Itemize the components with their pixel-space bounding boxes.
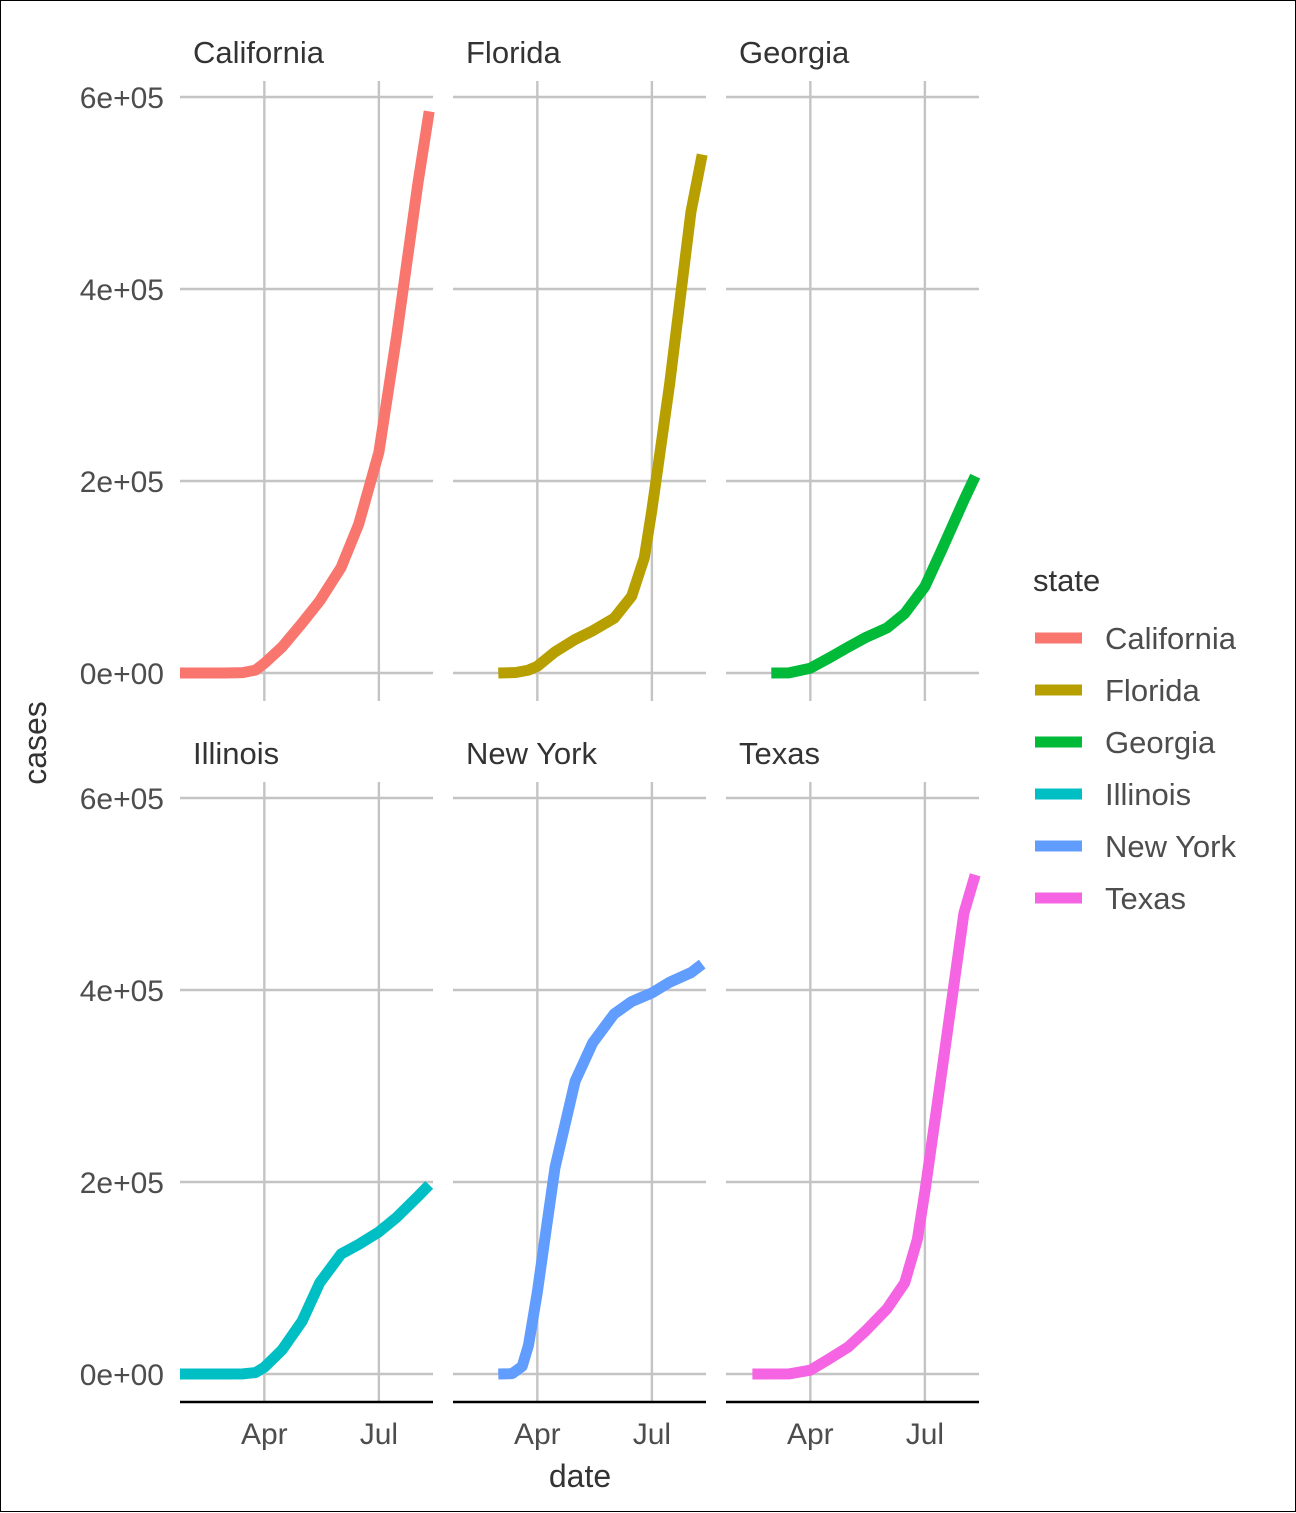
y-tick-label: 4e+05 xyxy=(80,975,164,1008)
facet-label-new-york: New York xyxy=(466,736,597,771)
legend-item-texas: Texas xyxy=(1035,881,1186,916)
y-tick-label: 0e+00 xyxy=(80,1359,164,1392)
series-line-florida xyxy=(498,153,708,679)
legend-label-illinois: Illinois xyxy=(1105,777,1191,812)
axes: 0e+00 2e+05 4e+05 6e+05 0e+00 2e+05 4e+05 6e+05… xyxy=(17,82,979,1494)
series-line-new-york xyxy=(498,959,706,1380)
series-line-georgia xyxy=(771,473,981,679)
facet-illinois: Illinois xyxy=(180,736,434,1402)
legend-label-texas: Texas xyxy=(1105,881,1186,916)
facet-florida: Florida xyxy=(453,35,708,701)
y-tick-label: 2e+05 xyxy=(80,466,164,499)
x-tick-label: Jul xyxy=(633,1418,671,1451)
y-tick-label: 0e+00 xyxy=(80,658,164,691)
facet-label-texas: Texas xyxy=(739,736,820,771)
facet-label-illinois: Illinois xyxy=(193,736,279,771)
x-tick-label: Apr xyxy=(787,1418,834,1451)
y-tick-label: 2e+05 xyxy=(80,1167,164,1200)
y-tick-label: 4e+05 xyxy=(80,274,164,307)
facet-texas: Texas xyxy=(726,736,981,1402)
x-tick-label: Apr xyxy=(241,1418,288,1451)
legend-title: state xyxy=(1033,563,1100,598)
legend-item-california: California xyxy=(1035,621,1237,656)
legend-item-new-york: New York xyxy=(1035,829,1236,864)
facet-california: California xyxy=(180,35,435,701)
legend-item-illinois: Illinois xyxy=(1035,777,1191,812)
legend-label-new-york: New York xyxy=(1105,829,1236,864)
x-tick-label: Apr xyxy=(514,1418,561,1451)
facet-georgia: Georgia xyxy=(726,35,981,701)
facet-label-florida: Florida xyxy=(466,35,562,70)
facet-new-york: New York xyxy=(453,736,706,1402)
series-line-california xyxy=(180,110,435,679)
series-line-illinois xyxy=(180,1181,434,1380)
legend-label-florida: Florida xyxy=(1105,673,1201,708)
legend-item-florida: Florida xyxy=(1035,673,1201,708)
y-tick-label: 6e+05 xyxy=(80,783,164,816)
x-tick-label: Jul xyxy=(906,1418,944,1451)
facet-label-georgia: Georgia xyxy=(739,35,850,70)
y-tick-label: 6e+05 xyxy=(80,82,164,115)
facet-label-california: California xyxy=(193,35,325,70)
series-line-texas xyxy=(752,873,981,1380)
x-tick-label: Jul xyxy=(360,1418,398,1451)
x-axis-title: date xyxy=(549,1458,611,1494)
y-axis-title: cases xyxy=(17,701,53,785)
facet-panels: California Florida Georgia Illinois New York… xyxy=(180,35,981,1402)
legend-label-california: California xyxy=(1105,621,1237,656)
legend-item-georgia: Georgia xyxy=(1035,725,1216,760)
legend-label-georgia: Georgia xyxy=(1105,725,1216,760)
